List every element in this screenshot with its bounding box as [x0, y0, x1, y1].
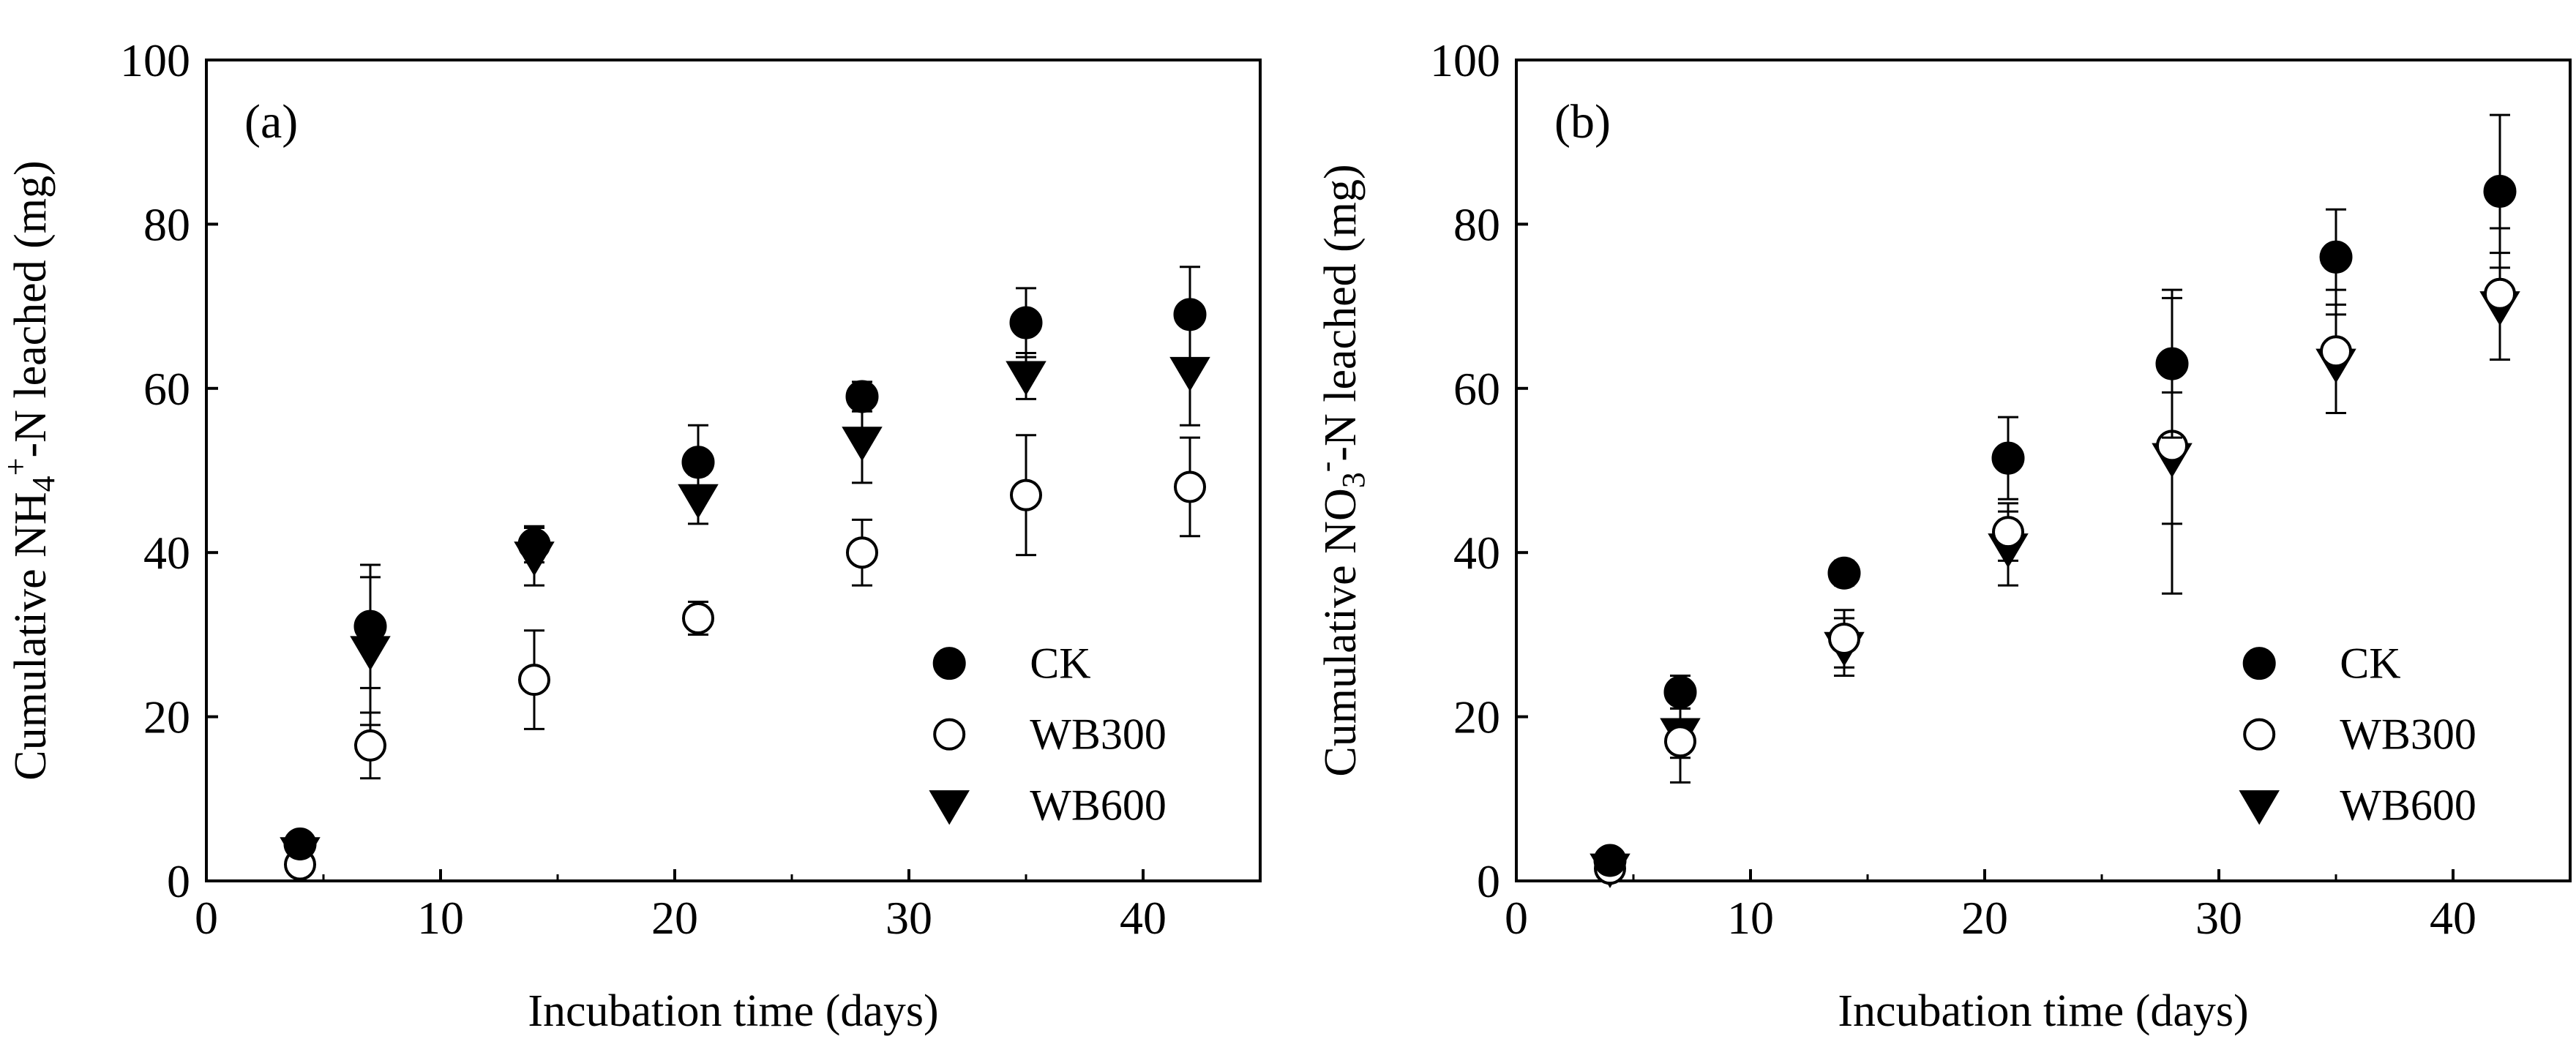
data-point: [1828, 623, 1860, 656]
data-point: [842, 427, 883, 462]
y-tick-label: 20: [1453, 691, 1500, 743]
data-point: [1173, 298, 1207, 331]
y-tick-label: 60: [1453, 363, 1500, 415]
y-tick-label: 20: [143, 691, 190, 743]
y-axis-title-superscript: +: [0, 458, 34, 476]
y-axis-title-superscript: -: [1308, 462, 1344, 473]
y-tick-label: 100: [120, 34, 190, 86]
legend: CK WB300 WB600: [929, 639, 1167, 830]
panel-a: 0 10 20 30 40 0 20 40 60 80 100 Incubation time (da…: [0, 34, 1262, 1036]
legend: CK WB300 WB600: [2239, 639, 2476, 830]
y-axis-title-main: Cumulative NH: [6, 492, 56, 780]
y-tick-label: 80: [1453, 198, 1500, 250]
data-point: [846, 536, 878, 569]
data-point: [1009, 306, 1043, 339]
data-point: [517, 528, 551, 561]
y-axis-title: Cumulative NH4+-N leached (mg): [0, 160, 61, 780]
x-axis-title: Incubation time (days): [528, 986, 938, 1036]
legend-marker: [929, 790, 970, 825]
data-point: [1174, 470, 1206, 503]
legend-label: CK: [1030, 639, 1090, 688]
y-axis-title-subscript: 4: [26, 476, 61, 492]
legend-marker: [2239, 790, 2280, 825]
legend-label: WB300: [1030, 710, 1167, 759]
data-point: [1006, 361, 1046, 396]
data-point: [353, 609, 387, 643]
legend-label: WB300: [2340, 710, 2476, 759]
x-tick-label: 20: [1961, 892, 2008, 944]
x-tick-label: 30: [2195, 892, 2242, 944]
y-tick-label: 0: [1477, 855, 1500, 907]
data-point: [2319, 240, 2353, 274]
x-axis-title: Incubation time (days): [1838, 986, 2248, 1036]
y-tick-label: 40: [1453, 527, 1500, 579]
legend-marker: [2242, 647, 2276, 680]
data-point: [845, 380, 879, 413]
legend-label: WB600: [2340, 781, 2476, 830]
x-tick-label: 40: [2430, 892, 2476, 944]
data-point: [2483, 175, 2517, 209]
x-tick-label: 30: [886, 892, 932, 944]
y-axis-title-rest: -N leached (mg): [1316, 164, 1366, 461]
data-point: [1991, 441, 2025, 475]
x-tick-label: 0: [1505, 892, 1528, 944]
legend-label: WB600: [1030, 781, 1167, 830]
y-tick-label: 60: [143, 363, 190, 415]
data-point: [2484, 277, 2516, 310]
x-tick-label: 20: [651, 892, 698, 944]
x-tick-label: 0: [195, 892, 218, 944]
panel-label: (a): [244, 95, 298, 149]
x-tick-label: 40: [1120, 892, 1167, 944]
y-tick-label: 80: [143, 198, 190, 250]
x-tick-label: 10: [417, 892, 464, 944]
data-point: [2320, 335, 2352, 368]
data-point: [1827, 556, 1861, 590]
y-tick-label: 40: [143, 527, 190, 579]
data-point: [682, 601, 714, 634]
series-wb300: [284, 434, 1206, 881]
plot-frame: [1515, 59, 2572, 882]
x-tick-label: 10: [1727, 892, 1774, 944]
panel-b: 0 10 20 30 40 0 20 40 60 80 100 Incubation time (da…: [1308, 34, 2572, 1036]
data-point: [2155, 347, 2189, 380]
y-tick-label: 100: [1430, 34, 1500, 86]
legend-marker: [932, 647, 966, 680]
data-point: [283, 828, 317, 861]
panel-label: (b): [1554, 95, 1611, 149]
legend-label: CK: [2340, 639, 2400, 688]
y-axis-title-subscript: 3: [1336, 472, 1371, 488]
y-axis-title-rest: -N leached (mg): [6, 160, 56, 457]
data-point: [681, 446, 715, 479]
y-axis-title-main: Cumulative NO: [1316, 488, 1366, 776]
series-ck: [283, 266, 1207, 861]
data-point: [1010, 479, 1042, 511]
data-point: [1593, 844, 1627, 877]
legend-marker: [933, 718, 966, 751]
legend-marker: [2243, 718, 2276, 751]
series-ck: [1593, 113, 2517, 877]
data-point: [1992, 516, 2024, 549]
data-point: [354, 729, 386, 762]
data-point: [1664, 725, 1696, 758]
y-axis-title: Cumulative NO3--N leached (mg): [1308, 164, 1371, 776]
data-point: [518, 664, 550, 697]
y-tick-label: 0: [167, 855, 190, 907]
plot-frame: [205, 59, 1262, 882]
data-point: [1663, 675, 1697, 709]
